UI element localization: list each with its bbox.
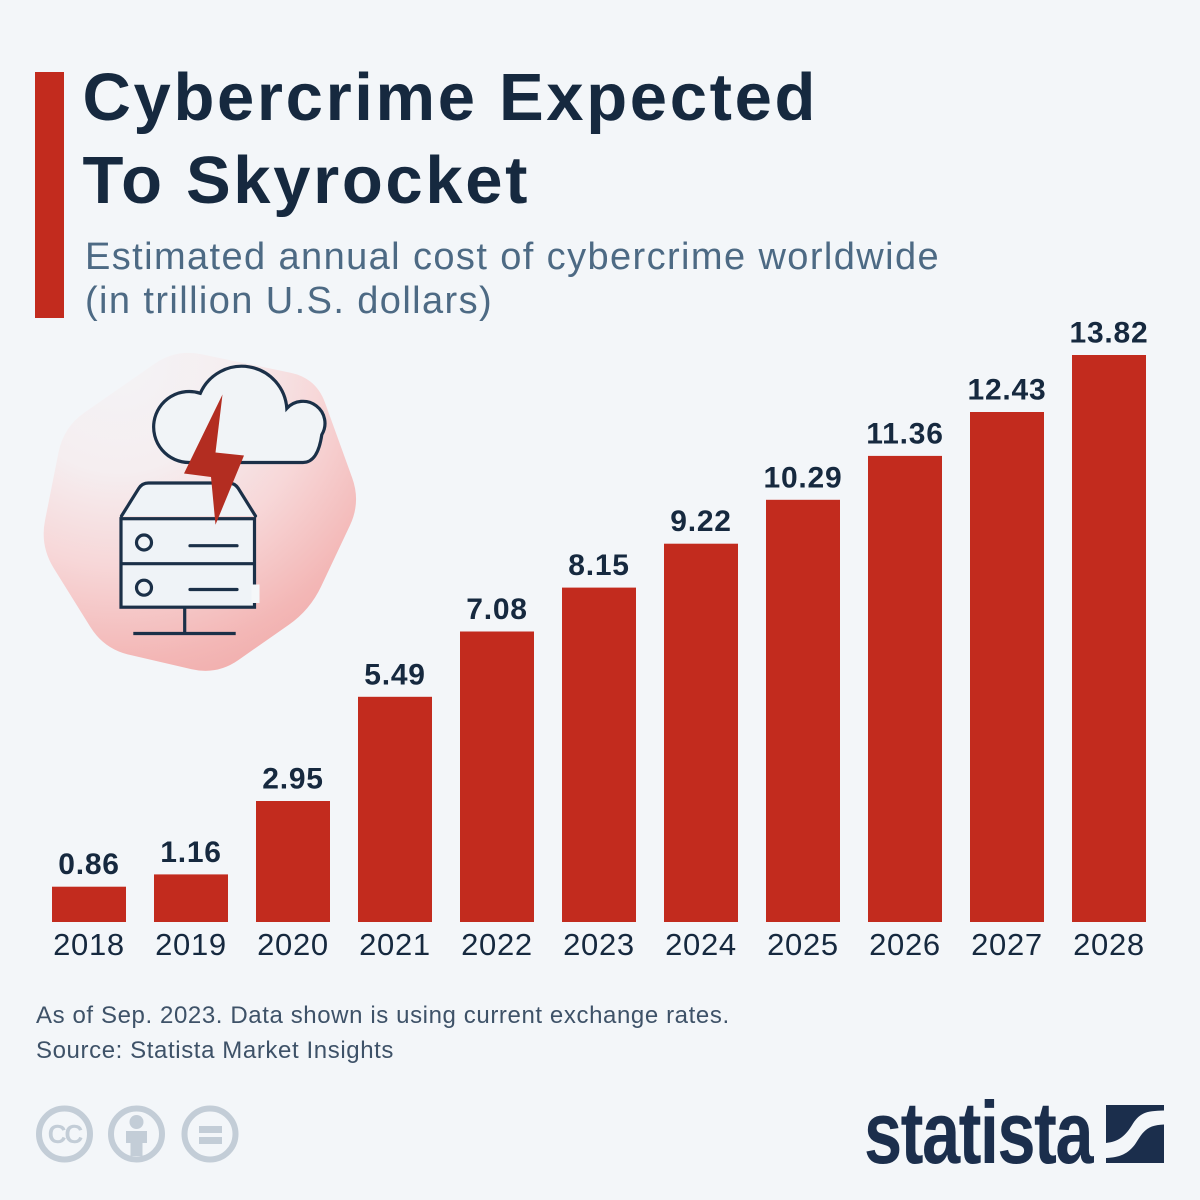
svg-text:(in trillion U.S. dollars): (in trillion U.S. dollars) xyxy=(85,280,493,322)
svg-text:2025: 2025 xyxy=(767,927,839,962)
svg-text:8.15: 8.15 xyxy=(568,549,630,582)
svg-text:2028: 2028 xyxy=(1073,927,1145,962)
svg-text:2023: 2023 xyxy=(563,927,635,962)
svg-text:11.36: 11.36 xyxy=(866,417,943,450)
svg-text:2021: 2021 xyxy=(359,927,431,962)
svg-text:9.22: 9.22 xyxy=(670,505,732,538)
svg-text:2018: 2018 xyxy=(53,927,125,962)
svg-text:Cybercrime Expected: Cybercrime Expected xyxy=(83,60,819,135)
svg-text:Source: Statista Market Insigh: Source: Statista Market Insights xyxy=(36,1037,394,1064)
svg-text:13.82: 13.82 xyxy=(1069,317,1148,350)
svg-text:2024: 2024 xyxy=(665,927,737,962)
svg-text:2022: 2022 xyxy=(461,927,533,962)
svg-text:1.16: 1.16 xyxy=(160,836,222,869)
svg-text:statista: statista xyxy=(864,1083,1094,1182)
svg-text:To Skyrocket: To Skyrocket xyxy=(83,143,531,218)
svg-text:10.29: 10.29 xyxy=(763,461,842,494)
svg-text:Estimated annual cost of cyber: Estimated annual cost of cybercrime worl… xyxy=(85,236,940,278)
svg-text:12.43: 12.43 xyxy=(967,374,1046,407)
svg-text:2019: 2019 xyxy=(155,927,227,962)
svg-text:0.86: 0.86 xyxy=(58,848,120,881)
svg-text:2026: 2026 xyxy=(869,927,941,962)
svg-text:As of Sep. 2023. Data shown is: As of Sep. 2023. Data shown is using cur… xyxy=(36,1002,730,1029)
svg-text:2.95: 2.95 xyxy=(262,763,324,796)
svg-text:CC: CC xyxy=(48,1119,84,1149)
svg-text:5.49: 5.49 xyxy=(364,658,426,691)
svg-text:2027: 2027 xyxy=(971,927,1043,962)
svg-text:7.08: 7.08 xyxy=(466,593,528,626)
svg-text:2020: 2020 xyxy=(257,927,329,962)
